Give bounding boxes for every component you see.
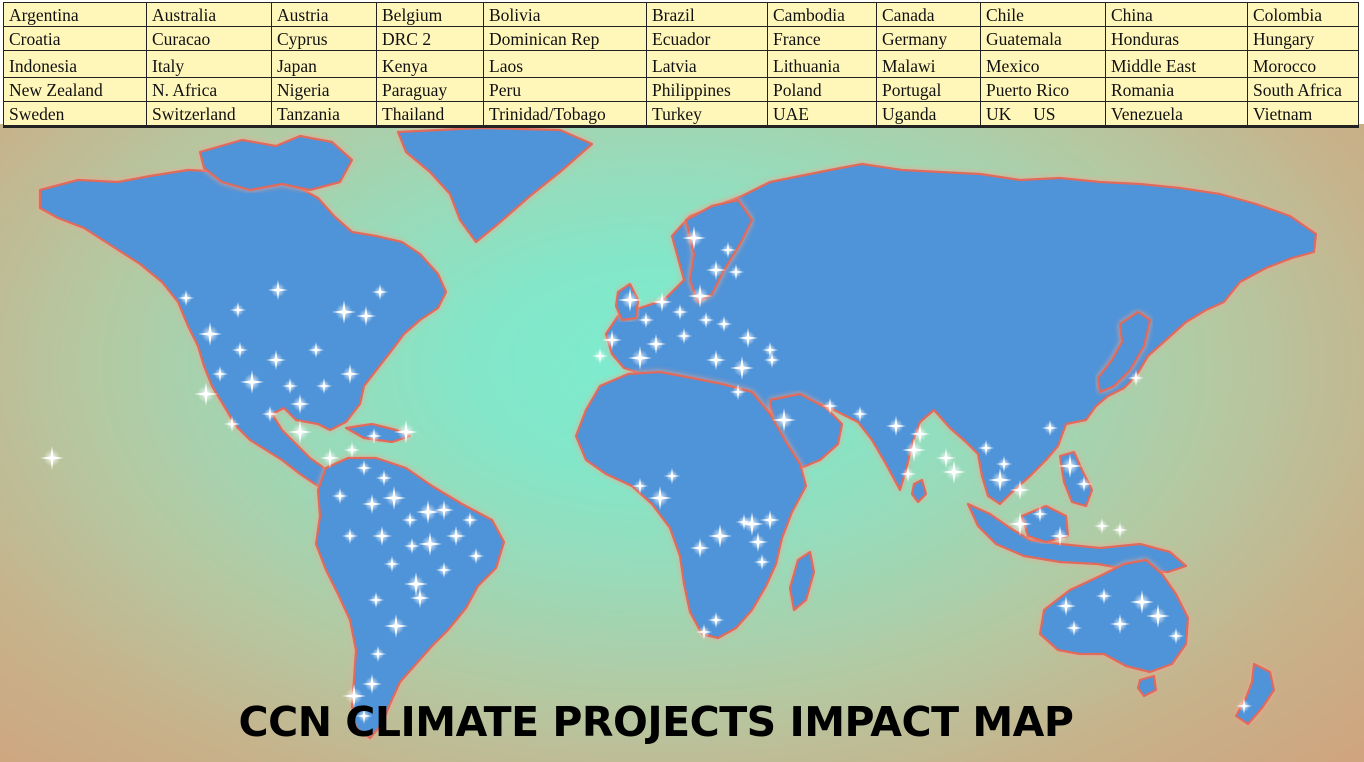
country-cell: Hungary <box>1247 26 1359 51</box>
indonesia-islands <box>966 502 1188 574</box>
country-cell: Latvia <box>646 50 768 78</box>
country-cell: Bolivia <box>483 2 647 27</box>
country-cell: Turkey <box>646 101 768 128</box>
country-cell: Japan <box>271 50 377 78</box>
country-cell: Italy <box>146 50 272 78</box>
north-america-landmass <box>38 168 448 488</box>
country-cell: Cyprus <box>271 26 377 51</box>
sparkle-star-icon <box>1093 517 1111 535</box>
country-cell: Indonesia <box>3 50 147 78</box>
country-cell: N. Africa <box>146 77 272 102</box>
country-table: Argentina Australia Austria Belgium Bolivia B… <box>3 2 1359 128</box>
country-cell: DRC 2 <box>376 26 484 51</box>
australia-landmass <box>1038 558 1190 674</box>
country-cell: UK US <box>980 101 1106 128</box>
country-cell: Malawi <box>876 50 981 78</box>
country-cell: Argentina <box>3 2 147 27</box>
country-cell: Poland <box>767 77 877 102</box>
country-cell: South Africa <box>1247 77 1359 102</box>
country-cell: China <box>1105 2 1248 27</box>
country-cell: Trinidad/Tobago <box>483 101 647 128</box>
country-cell: Morocco <box>1247 50 1359 78</box>
country-cell: Portugal <box>876 77 981 102</box>
country-cell: Venezuela <box>1105 101 1248 128</box>
country-cell: Paraguay <box>376 77 484 102</box>
country-cell: France <box>767 26 877 51</box>
sparkle-star-icon <box>591 347 609 365</box>
country-cell: Thailand <box>376 101 484 128</box>
country-cell: Ecuador <box>646 26 768 51</box>
country-cell: Curacao <box>146 26 272 51</box>
country-cell: Tanzania <box>271 101 377 128</box>
world-map <box>0 124 1364 762</box>
country-row: Croatia Curacao Cyprus DRC 2 Dominican Rep Ec… <box>3 26 1359 51</box>
country-row: Indonesia Italy Japan Kenya Laos Latvia Lithua… <box>3 50 1359 78</box>
country-cell: Kenya <box>376 50 484 78</box>
country-cell: Honduras <box>1105 26 1248 51</box>
madagascar-island <box>788 550 816 612</box>
japan-islands <box>1096 310 1152 394</box>
country-cell: Colombia <box>1247 2 1359 27</box>
country-cell: Croatia <box>3 26 147 51</box>
country-row: Sweden Switzerland Tanzania Thailand Trinida… <box>3 101 1359 128</box>
map-title: CCN CLIMATE PROJECTS IMPACT MAP <box>238 698 1074 746</box>
country-row: Argentina Australia Austria Belgium Bolivia B… <box>3 2 1359 27</box>
country-cell: Lithuania <box>767 50 877 78</box>
country-cell: Guatemala <box>980 26 1106 51</box>
country-cell: Chile <box>980 2 1106 27</box>
country-cell: Belgium <box>376 2 484 27</box>
country-cell: Australia <box>146 2 272 27</box>
country-cell: Romania <box>1105 77 1248 102</box>
greenland-landmass <box>396 126 594 244</box>
country-cell: Brazil <box>646 2 768 27</box>
country-row: New Zealand N. Africa Nigeria Paraguay Peru P… <box>3 77 1359 102</box>
sparkle-star-icon <box>343 441 361 459</box>
country-cell: Austria <box>271 2 377 27</box>
sparkle-star-icon <box>40 446 64 470</box>
country-cell: Philippines <box>646 77 768 102</box>
country-cell: Puerto Rico <box>980 77 1106 102</box>
country-cell: Middle East <box>1105 50 1248 78</box>
country-cell: Nigeria <box>271 77 377 102</box>
tasmania-island <box>1136 674 1158 698</box>
country-cell: Peru <box>483 77 647 102</box>
country-cell: Sweden <box>3 101 147 128</box>
country-cell: Laos <box>483 50 647 78</box>
country-cell: Canada <box>876 2 981 27</box>
country-cell: Cambodia <box>767 2 877 27</box>
country-cell: Uganda <box>876 101 981 128</box>
country-cell: Switzerland <box>146 101 272 128</box>
arctic-islands <box>198 134 354 192</box>
sri-lanka-island <box>910 478 928 504</box>
country-cell: UAE <box>767 101 877 128</box>
country-cell: Germany <box>876 26 981 51</box>
country-cell: Vietnam <box>1247 101 1359 128</box>
country-cell: Dominican Rep <box>483 26 647 51</box>
country-cell: New Zealand <box>3 77 147 102</box>
sparkle-star-icon <box>1111 521 1129 539</box>
country-cell: Mexico <box>980 50 1106 78</box>
